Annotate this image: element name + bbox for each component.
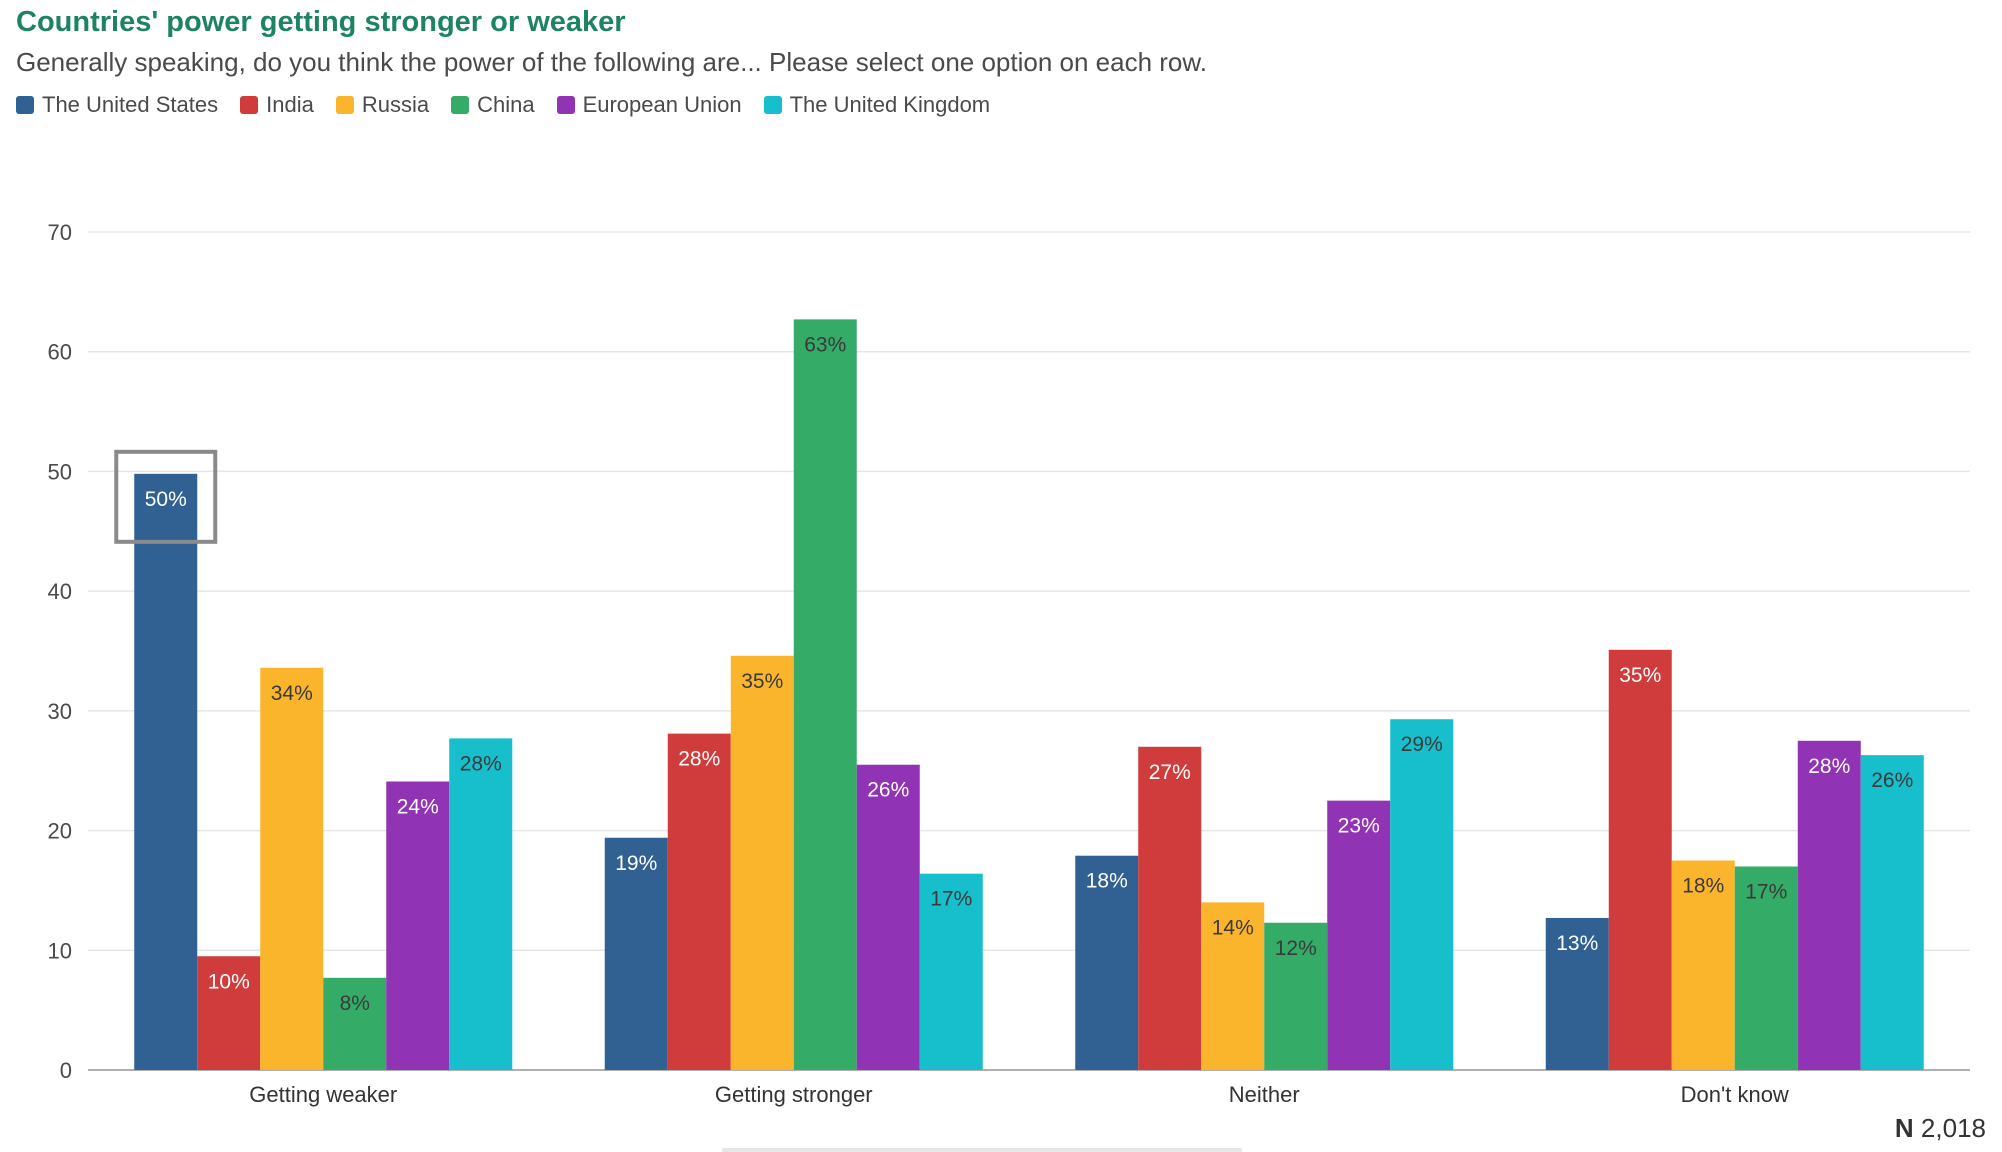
bar [1545,917,1609,1070]
legend-swatch [240,96,259,114]
bar [1075,855,1139,1070]
legend-swatch [451,96,470,114]
bar [793,319,857,1070]
bar [1671,860,1735,1070]
bar [1327,800,1391,1070]
data-label: 17% [1745,880,1787,903]
sample-size-value: 2,018 [1920,1113,1986,1143]
legend-swatch [763,96,782,114]
scroll-indicator [722,1148,1242,1152]
data-label: 50% [145,488,187,511]
legend-item[interactable]: European Union [556,92,742,118]
y-tick-label: 40 [48,579,72,604]
y-tick-label: 50 [48,459,72,484]
data-label: 29% [1401,733,1443,756]
bar [1860,755,1924,1070]
legend-label: China [477,92,535,117]
data-label: 13% [1556,932,1598,955]
bar [604,837,668,1070]
data-label: 27% [1149,761,1191,784]
sample-size: N 2,018 [1895,1113,1986,1144]
data-label: 35% [1619,664,1661,687]
chart-subtitle: Generally speaking, do you think the pow… [16,47,1207,77]
legend-label: European Union [582,92,742,117]
data-label: 34% [271,682,313,705]
data-label: 8% [340,992,370,1015]
data-label: 18% [1682,875,1724,898]
y-tick-label: 10 [48,938,72,963]
bar [667,733,731,1070]
data-label: 28% [1808,755,1850,778]
data-label: 14% [1212,916,1254,939]
legend-label: India [266,92,314,117]
bar [260,667,324,1070]
legend-swatch [556,96,575,114]
sample-size-label: N [1894,1113,1914,1143]
data-label: 35% [741,670,783,693]
bar [856,764,920,1070]
legend-label: The United Kingdom [789,92,991,117]
y-tick-label: 30 [48,699,72,724]
category-label: Neither [1229,1082,1300,1107]
data-label: 28% [678,748,720,771]
data-label: 18% [1086,870,1128,893]
bar [1264,922,1328,1070]
bar [1201,902,1265,1070]
bar [323,977,387,1070]
bar [1390,719,1454,1070]
legend-item[interactable]: India [240,92,314,118]
bar [386,781,450,1070]
bar [730,655,794,1070]
bar [1734,866,1798,1070]
legend-item[interactable]: China [451,92,535,118]
legend-item[interactable]: The United States [16,92,218,118]
bar [1138,746,1202,1070]
data-label: 26% [1871,769,1913,792]
y-tick-label: 70 [48,220,72,245]
data-label: 12% [1275,937,1317,960]
category-label: Getting stronger [715,1082,873,1107]
chart-title: Countries' power getting stronger or wea… [16,6,626,38]
bar [134,473,198,1070]
bar [197,956,261,1070]
data-label: 10% [208,970,250,993]
highlight-box [114,449,218,544]
bar [449,738,513,1070]
bar [1608,649,1672,1070]
legend-item[interactable]: The United Kingdom [763,92,991,118]
y-tick-label: 20 [48,819,72,844]
y-tick-label: 60 [48,340,72,365]
legend-swatch [335,96,354,114]
data-label: 17% [930,888,972,911]
legend-label: Russia [361,92,430,117]
data-label: 28% [460,752,502,775]
category-label: Getting weaker [249,1082,397,1107]
data-label: 19% [615,852,657,875]
data-label: 63% [804,333,846,356]
data-label: 26% [867,779,909,802]
data-label: 24% [397,795,439,818]
legend: The United States India Russia China Europea… [16,92,990,118]
legend-swatch [16,96,34,114]
category-label: Don't know [1681,1082,1789,1107]
bar [919,873,983,1070]
y-tick-label: 0 [60,1058,72,1083]
legend-item[interactable]: Russia [335,92,430,118]
data-label: 23% [1338,815,1380,838]
legend-label: The United States [42,92,219,117]
bar [1797,740,1861,1070]
